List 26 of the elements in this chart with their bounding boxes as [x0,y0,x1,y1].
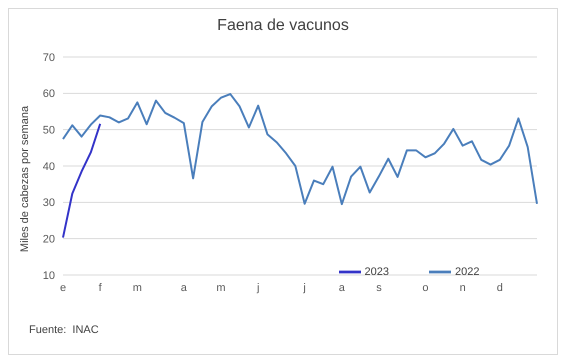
x-tick-label: n [460,282,466,294]
x-tick-label: j [256,282,260,294]
line-series [62,122,102,239]
x-tick-label: o [422,282,429,294]
x-tick-label: m [216,282,226,294]
y-tick-label: 30 [42,197,55,210]
legend-label: 2023 [364,266,389,278]
x-tick-label: d [496,282,503,294]
y-axis-title: Miles de cabezas por semana [19,106,31,252]
y-tick-label: 70 [42,52,55,64]
legend-label: 2022 [455,266,480,278]
y-tick-label: 60 [42,88,55,100]
source-note: Fuente: INAC [29,324,99,336]
x-tick-label: e [60,282,66,294]
y-tick-label: 20 [42,234,55,246]
x-tick-label: s [376,282,382,294]
x-tick-label: m [132,282,142,294]
y-tick-label: 40 [42,160,55,173]
y-tick-label: 50 [42,124,55,137]
line-series [62,93,538,206]
y-tick-label: 10 [42,270,55,282]
x-tick-label: f [98,282,103,294]
x-tick-label: a [180,282,188,294]
x-tick-label: j [302,282,306,294]
chart-title: Faena de vacunos [216,17,350,35]
x-tick-label: a [338,282,346,294]
